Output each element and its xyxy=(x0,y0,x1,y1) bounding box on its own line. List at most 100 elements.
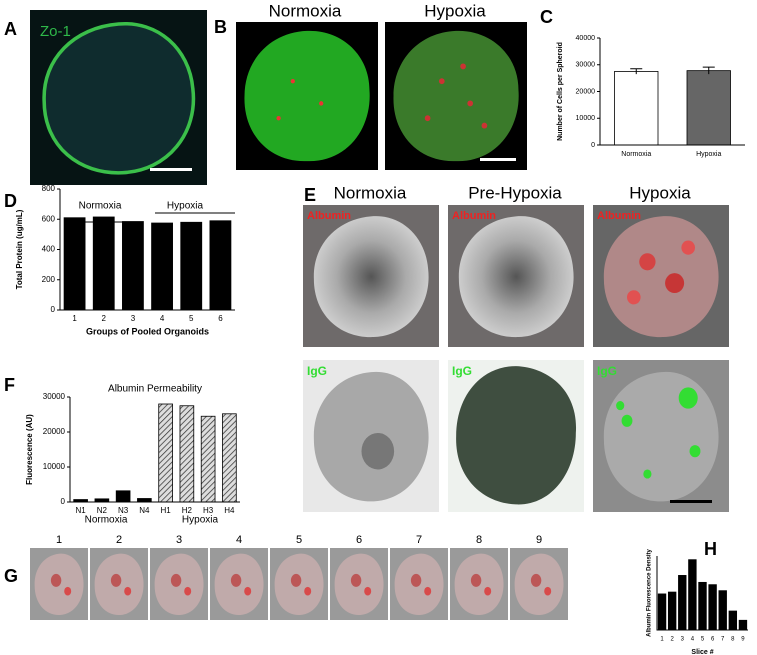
bar xyxy=(738,619,748,631)
image xyxy=(593,360,729,512)
group-label: Normoxia xyxy=(85,515,128,526)
image xyxy=(236,22,378,170)
row-label: IgG xyxy=(452,364,472,378)
panel-label: D xyxy=(4,191,17,211)
x-tick-label: H4 xyxy=(224,506,235,515)
x-tick-label: Hypoxia xyxy=(696,151,721,158)
row-label: Albumin xyxy=(597,210,641,222)
bar xyxy=(667,591,677,631)
row-label: IgG xyxy=(597,364,617,378)
panel-label: F xyxy=(4,375,15,395)
y-tick-label: 20000 xyxy=(576,88,596,95)
x-tick-label: 1 xyxy=(72,314,77,323)
row-label: Albumin xyxy=(452,210,496,222)
error-bar xyxy=(630,68,643,75)
image xyxy=(303,360,439,512)
slice-number: 5 xyxy=(296,534,302,546)
bar xyxy=(151,222,173,311)
bar xyxy=(180,221,203,311)
x-tick-label: 6 xyxy=(218,314,223,323)
x-tick-label: 1 xyxy=(660,637,664,643)
axis xyxy=(59,189,235,311)
image xyxy=(593,205,729,347)
image xyxy=(270,548,328,620)
bar xyxy=(708,584,717,631)
group-label: Hypoxia xyxy=(167,201,204,212)
bar xyxy=(728,610,738,631)
image xyxy=(90,548,148,620)
slice-number: 6 xyxy=(356,534,362,546)
y-tick-label: 800 xyxy=(42,184,56,193)
x-tick-label: 5 xyxy=(701,637,705,643)
x-tick-label: 4 xyxy=(160,314,165,323)
x-tick-label: 5 xyxy=(189,314,194,323)
scale-bar xyxy=(480,158,516,161)
y-tick-label: 600 xyxy=(42,214,56,223)
y-tick-label: 0 xyxy=(61,497,66,506)
x-tick-label: N4 xyxy=(139,506,150,515)
panel-label: B xyxy=(214,17,227,37)
x-axis-label: Slice # xyxy=(691,649,713,655)
bar xyxy=(137,498,152,503)
bar xyxy=(158,403,173,503)
y-tick-label: 40000 xyxy=(576,35,596,42)
axis xyxy=(599,38,745,146)
condition-title: Normoxia xyxy=(269,1,342,20)
bar xyxy=(115,490,131,503)
image xyxy=(390,548,448,620)
y-axis-label: Number of Cells per Spheroid xyxy=(557,42,564,141)
panel-label: E xyxy=(304,185,316,205)
bar xyxy=(222,413,237,503)
slice-number: 8 xyxy=(476,534,482,546)
group-label: Hypoxia xyxy=(182,515,219,526)
slice-number: 7 xyxy=(416,534,422,546)
condition-title: Pre-Hypoxia xyxy=(468,183,562,202)
y-tick-label: 10000 xyxy=(576,115,596,122)
x-tick-label: 6 xyxy=(711,637,715,643)
bar xyxy=(698,581,707,631)
y-tick-label: 20000 xyxy=(43,427,66,436)
y-tick-label: 30000 xyxy=(43,392,66,401)
image xyxy=(303,205,439,347)
x-tick-label: 8 xyxy=(731,637,735,643)
y-tick-label: 30000 xyxy=(576,62,596,69)
condition-title: Normoxia xyxy=(334,183,407,202)
y-tick-label: 0 xyxy=(51,305,56,314)
x-tick-label: 3 xyxy=(131,314,136,323)
panel-label: H xyxy=(704,539,717,559)
slice-number: 1 xyxy=(56,534,62,546)
bar xyxy=(718,590,727,631)
condition-title: Hypoxia xyxy=(629,183,691,202)
condition-title: Hypoxia xyxy=(424,1,486,20)
x-tick-label: 2 xyxy=(102,314,107,323)
bar xyxy=(122,221,144,311)
scale-bar xyxy=(150,168,192,171)
bar xyxy=(200,415,216,503)
y-tick-label: 400 xyxy=(42,245,56,254)
bar xyxy=(92,216,115,311)
x-tick-label: 3 xyxy=(681,637,685,643)
image xyxy=(448,360,584,512)
slice-number: 3 xyxy=(176,534,182,546)
panel-label: C xyxy=(540,7,553,27)
image xyxy=(450,548,508,620)
y-axis-label: Total Protein (ug/mL) xyxy=(15,209,24,289)
bar xyxy=(179,405,195,503)
x-tick-label: H1 xyxy=(161,506,172,515)
slice-number: 2 xyxy=(116,534,122,546)
bar xyxy=(678,575,687,631)
image xyxy=(210,548,268,620)
x-tick-label: 2 xyxy=(670,637,674,643)
stain-label: Zo-1 xyxy=(40,23,71,40)
y-tick-label: 200 xyxy=(42,275,56,284)
x-tick-label: N3 xyxy=(118,506,129,515)
x-tick-label: H2 xyxy=(182,506,193,515)
image xyxy=(448,205,584,347)
bar xyxy=(688,559,697,631)
bar xyxy=(209,220,232,311)
image xyxy=(330,548,388,620)
panel-label: A xyxy=(4,19,17,39)
y-tick-label: 0 xyxy=(591,142,595,149)
